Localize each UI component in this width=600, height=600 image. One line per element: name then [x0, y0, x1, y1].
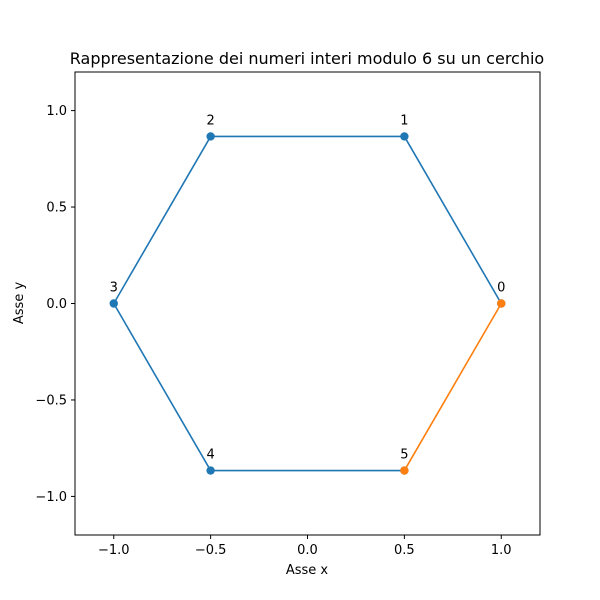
x-tick-label: −0.5 [195, 543, 227, 558]
x-axis-label: Asse x [286, 563, 329, 578]
point-label-1: 1 [400, 113, 408, 128]
series-line-0 [112, 135, 502, 472]
y-tick-label: 1.0 [46, 104, 67, 119]
point-label-5: 5 [400, 448, 408, 463]
x-tick-label: 0.0 [297, 543, 318, 558]
series-0-point-2 [206, 132, 215, 141]
series-1-point-1 [497, 299, 506, 308]
y-axis-label: Asse y [12, 282, 27, 325]
y-tick-label: −1.0 [35, 490, 67, 505]
y-tick-label: 0.0 [46, 297, 67, 312]
axes: −1.0 −0.5 0.0 0.5 1.0 −1.0 −0.5 0.0 0.5 1.0 [35, 104, 511, 558]
series-0-point-3 [109, 299, 118, 308]
x-tick-label: 1.0 [491, 543, 512, 558]
chart-title: Rappresentazione dei numeri interi modul… [70, 49, 544, 68]
y-tick-label: −0.5 [35, 393, 67, 408]
plot-area: 0 1 2 3 4 5 [109, 113, 506, 475]
point-label-2: 2 [206, 113, 214, 128]
point-label-3: 3 [110, 281, 118, 296]
plot-frame [74, 71, 541, 536]
series-0-point-1 [400, 132, 409, 141]
series-line-1 [403, 303, 502, 471]
x-tick-label: −1.0 [98, 543, 130, 558]
y-tick-label: 0.5 [46, 201, 67, 216]
x-tick-label: 0.5 [394, 543, 415, 558]
series-1-point-0 [400, 466, 409, 475]
series-0-point-4 [206, 466, 215, 475]
point-label-0: 0 [497, 281, 505, 296]
point-label-4: 4 [206, 448, 214, 463]
